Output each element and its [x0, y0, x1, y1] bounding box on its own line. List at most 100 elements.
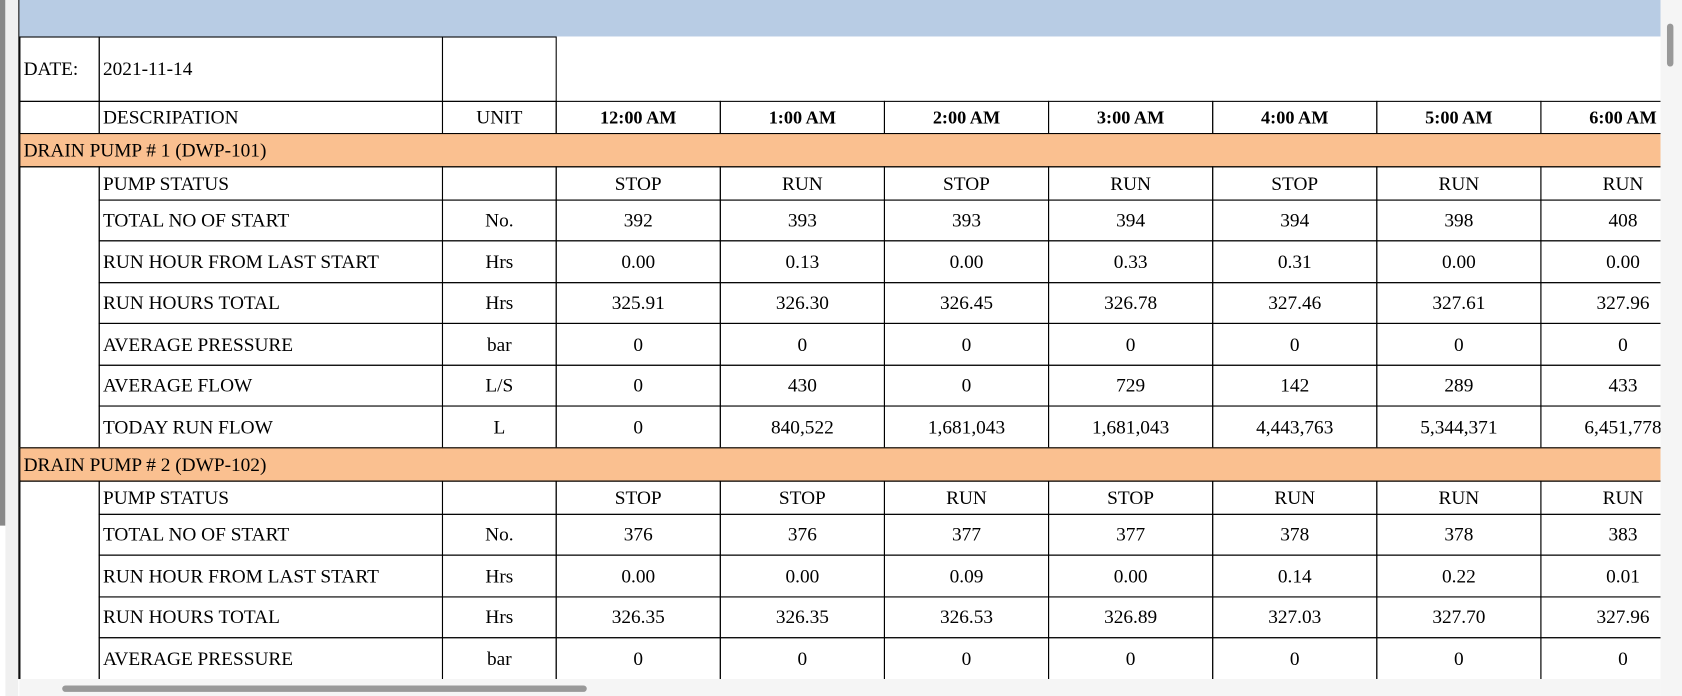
- value-cell: 0: [719, 637, 885, 680]
- value-cell: 430: [719, 364, 885, 407]
- description-header: DESCRIPATION: [98, 100, 444, 135]
- date-value: 2021-11-14: [98, 36, 444, 102]
- scroll-thumb[interactable]: [62, 685, 587, 692]
- value-cell: 142: [1212, 364, 1378, 407]
- value-cell: 378: [1376, 513, 1542, 556]
- value-cell: STOP: [883, 166, 1050, 201]
- unit-header: UNIT: [441, 100, 557, 135]
- value-cell: 729: [1048, 364, 1214, 407]
- value-cell: 392: [555, 199, 721, 242]
- row-unit: bar: [441, 322, 557, 366]
- value-cell: 376: [555, 513, 721, 556]
- value-cell: 1,681,043: [1048, 405, 1214, 449]
- value-cell: 0: [1540, 322, 1661, 366]
- time-header: 3:00 AM: [1048, 100, 1214, 135]
- value-cell: 0.00: [883, 240, 1050, 284]
- value-cell: 0.01: [1540, 554, 1661, 598]
- value-cell: 6,451,778: [1540, 405, 1661, 449]
- row-label: RUN HOURS TOTAL: [98, 596, 444, 639]
- value-cell: 377: [883, 513, 1050, 556]
- time-header: 12:00 AM: [555, 100, 721, 135]
- time-header: 1:00 AM: [719, 100, 885, 135]
- value-cell: 326.35: [555, 596, 721, 639]
- time-header: 6:00 AM: [1540, 100, 1661, 135]
- time-header: 5:00 AM: [1376, 100, 1542, 135]
- value-cell: 0.09: [883, 554, 1050, 598]
- value-cell: 326.35: [719, 596, 885, 639]
- value-cell: 0: [555, 364, 721, 407]
- value-cell: 4,443,763: [1212, 405, 1378, 449]
- value-cell: RUN: [719, 166, 885, 201]
- value-cell: STOP: [555, 166, 721, 201]
- row-unit: L/S: [441, 364, 557, 407]
- value-cell: 0.13: [719, 240, 885, 284]
- value-cell: 0.00: [1048, 554, 1214, 598]
- value-cell: 0: [883, 637, 1050, 680]
- value-cell: 0.22: [1376, 554, 1542, 598]
- value-cell: RUN: [1540, 166, 1661, 201]
- value-cell: 327.96: [1540, 596, 1661, 639]
- row-unit: No.: [441, 199, 557, 242]
- section-title: DRAIN PUMP # 1 (DWP-101): [19, 133, 1661, 168]
- value-cell: 0.00: [719, 554, 885, 598]
- value-cell: 0.31: [1212, 240, 1378, 284]
- value-cell: STOP: [1212, 166, 1378, 201]
- scroll-thumb[interactable]: [1666, 23, 1674, 67]
- horizontal-scrollbar[interactable]: [19, 679, 1661, 696]
- date-label: DATE:: [19, 36, 100, 102]
- value-cell: 0: [1376, 322, 1542, 366]
- value-cell: STOP: [719, 480, 885, 515]
- row-unit: [441, 166, 557, 201]
- value-cell: RUN: [1376, 166, 1542, 201]
- row-label: AVERAGE PRESSURE: [98, 637, 444, 680]
- gutter-line: [18, 0, 21, 680]
- time-header: 4:00 AM: [1212, 100, 1378, 135]
- value-cell: 326.45: [883, 282, 1050, 324]
- value-cell: 0.00: [555, 554, 721, 598]
- value-cell: RUN: [1048, 166, 1214, 201]
- value-cell: 0: [1048, 322, 1214, 366]
- row-unit: L: [441, 405, 557, 449]
- value-cell: 327.96: [1540, 282, 1661, 324]
- value-cell: 433: [1540, 364, 1661, 407]
- value-cell: 398: [1376, 199, 1542, 242]
- value-cell: 376: [719, 513, 885, 556]
- row-label: PUMP STATUS: [98, 166, 444, 201]
- value-cell: STOP: [1048, 480, 1214, 515]
- value-cell: 326.30: [719, 282, 885, 324]
- row-label: RUN HOUR FROM LAST START: [98, 554, 444, 598]
- value-cell: 0: [719, 322, 885, 366]
- left-gutter: [5, 0, 19, 696]
- value-cell: 0: [883, 322, 1050, 366]
- value-cell: 0.00: [1540, 240, 1661, 284]
- value-cell: RUN: [883, 480, 1050, 515]
- row-unit: [441, 480, 557, 515]
- value-cell: RUN: [1212, 480, 1378, 515]
- row-unit: Hrs: [441, 240, 557, 284]
- value-cell: 326.89: [1048, 596, 1214, 639]
- value-cell: STOP: [555, 480, 721, 515]
- value-cell: 289: [1376, 364, 1542, 407]
- value-cell: 840,522: [719, 405, 885, 449]
- row-label: AVERAGE FLOW: [98, 364, 444, 407]
- value-cell: 0: [555, 322, 721, 366]
- value-cell: 1,681,043: [883, 405, 1050, 449]
- value-cell: 0: [883, 364, 1050, 407]
- value-cell: 0.14: [1212, 554, 1378, 598]
- value-cell: 378: [1212, 513, 1378, 556]
- value-cell: 377: [1048, 513, 1214, 556]
- section-title: DRAIN PUMP # 2 (DWP-102): [19, 447, 1661, 482]
- merged-cell: [19, 480, 100, 680]
- row-unit: No.: [441, 513, 557, 556]
- row-label: RUN HOUR FROM LAST START: [98, 240, 444, 284]
- value-cell: 326.78: [1048, 282, 1214, 324]
- empty-cell: [441, 36, 557, 102]
- row-label: TOTAL NO OF START: [98, 513, 444, 556]
- value-cell: 0.33: [1048, 240, 1214, 284]
- value-cell: 0: [555, 637, 721, 680]
- vertical-scrollbar[interactable]: [1660, 0, 1682, 696]
- value-cell: 0: [1048, 637, 1214, 680]
- value-cell: 0: [1212, 322, 1378, 366]
